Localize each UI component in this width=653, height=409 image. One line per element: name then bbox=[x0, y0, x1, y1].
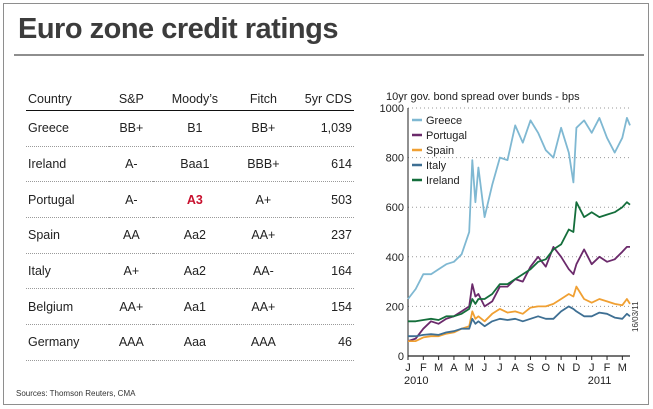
series-line-spain bbox=[408, 285, 631, 343]
x-year-label: 2011 bbox=[588, 375, 612, 387]
series-line-ireland bbox=[408, 201, 631, 323]
x-tick-label: M bbox=[434, 362, 443, 374]
cell-fitch: BBB+ bbox=[236, 146, 291, 183]
y-tick-label: 1000 bbox=[380, 103, 404, 115]
cell-country: Greece bbox=[26, 110, 110, 147]
cell-sp: AAA bbox=[109, 324, 154, 361]
table-row: Greece BB+ B1 BB+ 1,039 bbox=[26, 110, 354, 147]
y-tick-label: 800 bbox=[386, 153, 404, 165]
date-stamp: 16/03/11 bbox=[631, 301, 640, 332]
legend-label-spain: Spain bbox=[426, 145, 454, 157]
cell-cds: 614 bbox=[290, 146, 354, 183]
infographic-frame: Euro zone credit ratings Country S&P Moo… bbox=[3, 3, 649, 405]
legend-label-greece: Greece bbox=[426, 115, 462, 127]
cell-moodys: Aaa bbox=[153, 324, 237, 361]
x-tick-label: J bbox=[497, 362, 503, 374]
header-fitch: Fitch bbox=[236, 88, 291, 111]
cell-sp: BB+ bbox=[109, 110, 154, 147]
cell-cds: 154 bbox=[290, 288, 354, 326]
y-tick-label: 0 bbox=[398, 351, 404, 363]
cell-fitch: AA+ bbox=[236, 288, 291, 326]
cell-country: Portugal bbox=[26, 181, 110, 219]
x-year-label: 2010 bbox=[404, 375, 428, 387]
table-row: Italy A+ Aa2 AA- 164 bbox=[26, 253, 354, 290]
ratings-table: Country S&P Moody’s Fitch 5yr CDS Greece… bbox=[26, 88, 354, 361]
x-tick-label: M bbox=[465, 362, 474, 374]
spread-line-chart: 10yr gov. bond spread over bunds - bps02… bbox=[380, 91, 631, 387]
chart-title: 10yr gov. bond spread over bunds - bps bbox=[386, 91, 580, 103]
cell-moodys: B1 bbox=[153, 110, 237, 147]
cell-country: Ireland bbox=[26, 146, 110, 183]
y-tick-label: 200 bbox=[386, 301, 404, 313]
legend-label-italy: Italy bbox=[426, 160, 447, 172]
page-title: Euro zone credit ratings bbox=[18, 13, 338, 45]
header-sp: S&P bbox=[109, 88, 154, 111]
cell-sp: A- bbox=[109, 146, 154, 183]
x-tick-label: D bbox=[572, 362, 580, 374]
cell-fitch: AA+ bbox=[236, 217, 291, 254]
cell-fitch: A+ bbox=[236, 181, 291, 219]
table-row: Spain AA Aa2 AA+ 237 bbox=[26, 217, 354, 254]
table-row: Ireland A- Baa1 BBB+ 614 bbox=[26, 146, 354, 183]
cell-country: Belgium bbox=[26, 288, 110, 326]
cell-sp: AA bbox=[109, 217, 154, 254]
cell-moodys: Aa2 bbox=[153, 253, 237, 290]
legend-label-ireland: Ireland bbox=[426, 175, 460, 187]
x-tick-label: O bbox=[542, 362, 551, 374]
cell-fitch: AAA bbox=[236, 324, 291, 361]
x-tick-label: N bbox=[557, 362, 565, 374]
cell-sp: A- bbox=[109, 181, 154, 219]
cell-sp: A+ bbox=[109, 253, 154, 290]
cell-cds: 503 bbox=[290, 181, 354, 219]
x-tick-label: M bbox=[618, 362, 627, 374]
cell-moodys: Baa1 bbox=[153, 146, 237, 183]
table-row: Portugal A- A3 A+ 503 bbox=[26, 181, 354, 219]
table-row: Belgium AA+ Aa1 AA+ 154 bbox=[26, 288, 354, 326]
header-cds: 5yr CDS bbox=[290, 88, 354, 111]
x-tick-label: J bbox=[405, 362, 411, 374]
x-tick-label: A bbox=[450, 362, 458, 374]
cell-cds: 237 bbox=[290, 217, 354, 254]
x-tick-label: J bbox=[589, 362, 595, 374]
series-line-greece bbox=[407, 116, 631, 300]
x-tick-label: A bbox=[512, 362, 520, 374]
legend-label-portugal: Portugal bbox=[426, 130, 467, 142]
header-moodys: Moody’s bbox=[153, 88, 237, 111]
header-country: Country bbox=[26, 88, 110, 111]
x-tick-label: F bbox=[604, 362, 611, 374]
title-divider bbox=[14, 54, 644, 56]
table-row: Germany AAA Aaa AAA 46 bbox=[26, 324, 354, 361]
cell-cds: 46 bbox=[290, 324, 354, 361]
cell-country: Italy bbox=[26, 253, 110, 290]
cell-fitch: AA- bbox=[236, 253, 291, 290]
cell-moodys: Aa2 bbox=[153, 217, 237, 254]
cell-sp: AA+ bbox=[109, 288, 154, 326]
x-tick-label: F bbox=[420, 362, 427, 374]
sources-note: Sources: Thomson Reuters, CMA bbox=[16, 389, 136, 398]
series-line-italy bbox=[408, 305, 631, 338]
x-tick-label: S bbox=[527, 362, 534, 374]
cell-cds: 1,039 bbox=[290, 110, 354, 147]
x-tick-label: J bbox=[482, 362, 488, 374]
series-line-portugal bbox=[407, 245, 630, 342]
cell-cds: 164 bbox=[290, 253, 354, 290]
cell-country: Germany bbox=[26, 324, 110, 361]
cell-moodys-highlighted: A3 bbox=[153, 181, 237, 219]
y-tick-label: 400 bbox=[386, 252, 404, 264]
y-tick-label: 600 bbox=[386, 202, 404, 214]
cell-fitch: BB+ bbox=[236, 110, 291, 147]
cell-country: Spain bbox=[26, 217, 110, 254]
cell-moodys: Aa1 bbox=[153, 288, 237, 326]
table-header-row: Country S&P Moody’s Fitch 5yr CDS bbox=[26, 88, 354, 111]
